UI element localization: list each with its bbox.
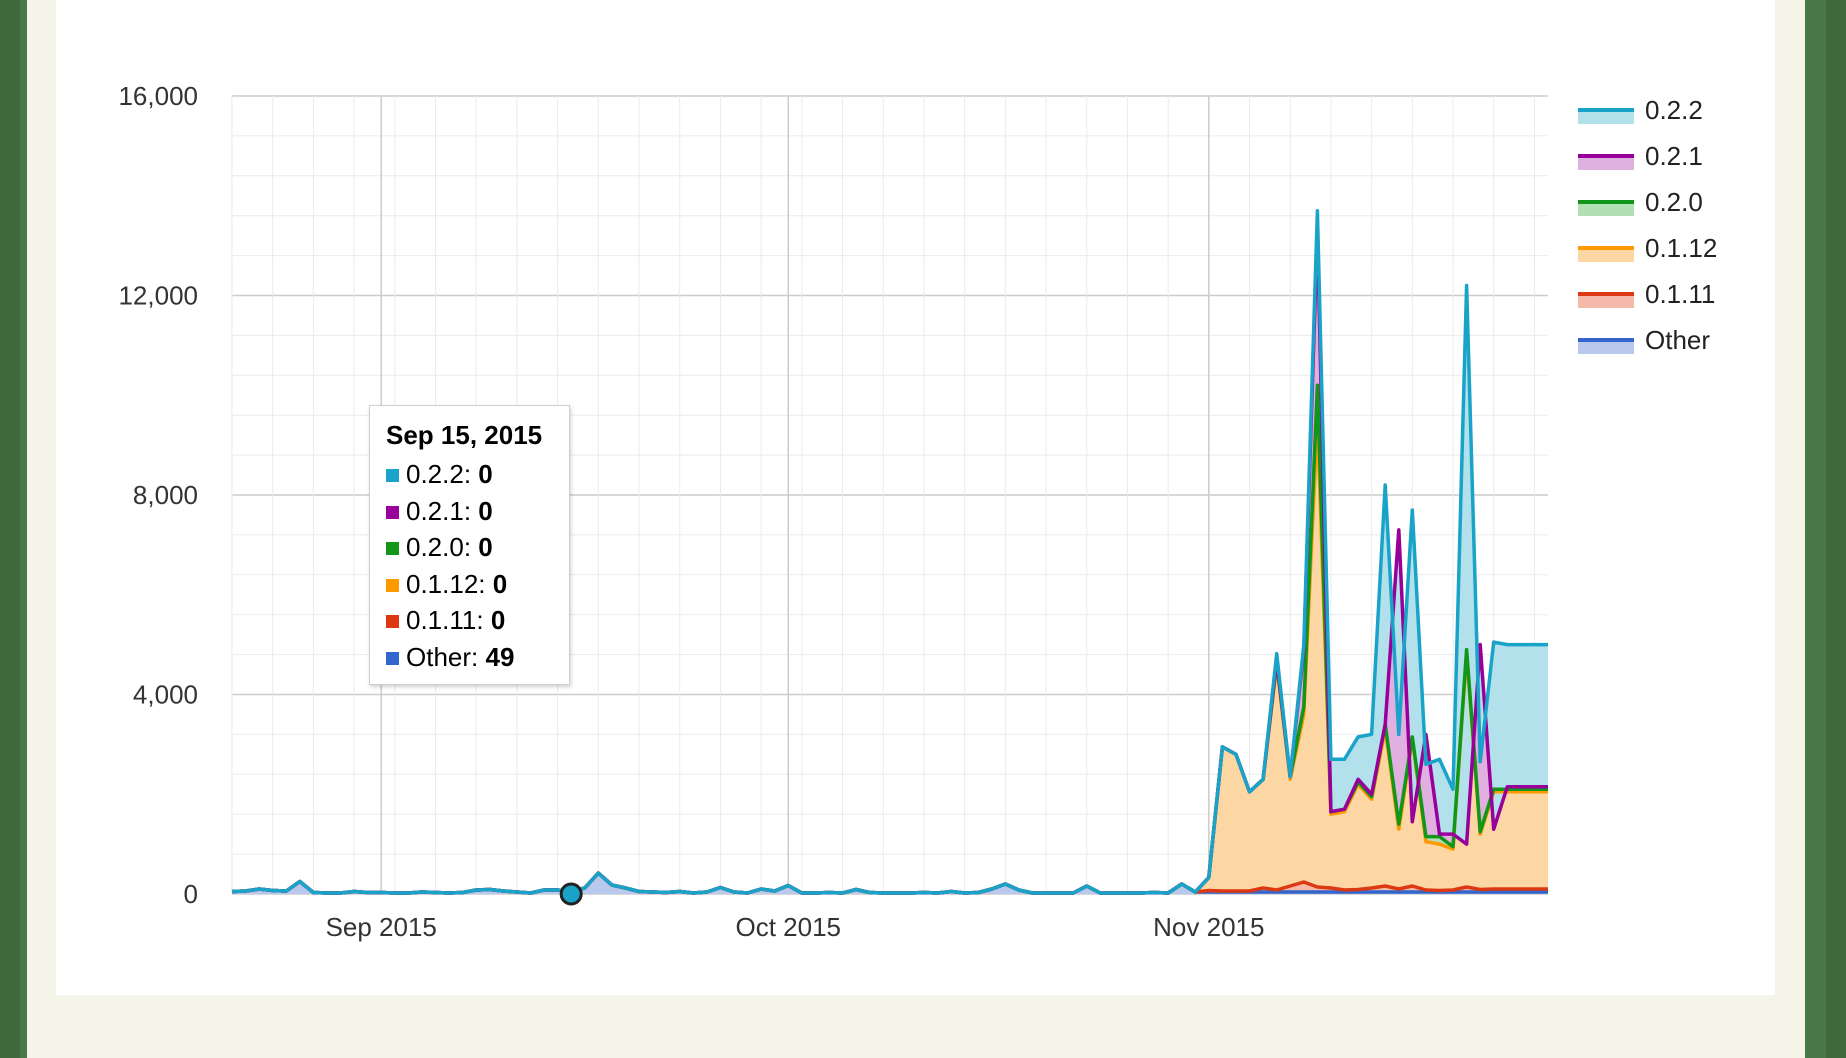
tooltip-series-name: 0.1.12: [406, 568, 493, 599]
area-0-1-12 [232, 420, 1548, 893]
frame-border-right [1826, 0, 1846, 1058]
tooltip-swatch [386, 578, 399, 592]
legend-label: 0.1.11 [1645, 279, 1715, 309]
y-tick-label: 0 [184, 879, 198, 909]
tooltip-series-name: 0.2.0: [406, 532, 479, 562]
frame-border-left [0, 0, 20, 1058]
legend-label: Other [1645, 325, 1710, 355]
focus-point[interactable] [559, 882, 583, 906]
tooltip-series-name: 0.2.2: [406, 459, 479, 489]
legend: 0.2.2 0.2.1 0.2.0 0.1.12 0.1.11 Other [1578, 95, 1717, 355]
tooltip-row: 0.1.12: 0 [386, 566, 555, 603]
tooltip-value: 0 [478, 495, 493, 526]
tooltip-row: 0.2.2: 0 [386, 456, 555, 493]
y-tick-label: 16,000 [118, 81, 198, 111]
legend-label: 0.2.1 [1645, 141, 1703, 171]
tooltip-swatch [386, 469, 399, 482]
focus-point-marker[interactable] [559, 882, 583, 906]
tooltip-value: 0 [492, 568, 508, 599]
tooltip-title: Sep 15, 2015 [386, 420, 543, 450]
tooltip-row: 0.2.0: 0 [386, 529, 555, 566]
tooltip-row: Other: 49 [386, 639, 555, 676]
tooltip-swatch [386, 615, 399, 628]
x-axis-ticks: Sep 2015 Oct 2015 Nov 2015 [326, 912, 1265, 942]
tooltip-value: 49 [485, 641, 515, 672]
tooltip-swatch [386, 651, 399, 665]
tooltip-row: 0.2.1: 0 [386, 493, 555, 530]
line-0-2-2 [231, 208, 1548, 895]
legend-label: 0.2.2 [1645, 95, 1703, 125]
tooltip-swatch [386, 505, 399, 519]
y-tick-label: 8,000 [133, 480, 198, 510]
y-tick-label: 12,000 [118, 281, 198, 311]
tooltip-series-name: 0.2.1: [406, 495, 479, 526]
tooltip-swatch [386, 542, 399, 555]
tooltip-value: 0 [490, 605, 506, 635]
tooltip-rows: 0.2.2: 0 0.2.1: 0 0.2.0: 0 0.1.12: 0 0.1.11:… [386, 456, 555, 675]
legend-label: 0.2.0 [1645, 187, 1703, 217]
x-tick-label: Sep 2015 [326, 912, 437, 942]
tooltip-row: 0.1.11: 0 [386, 602, 555, 639]
tooltip-value: 0 [478, 459, 493, 489]
x-tick-label: Nov 2015 [1153, 912, 1264, 942]
tooltip-value: 0 [478, 532, 493, 562]
y-tick-label: 4,000 [133, 680, 198, 710]
tooltip-series-name: Other: [406, 641, 486, 672]
x-tick-label: Oct 2015 [735, 912, 841, 942]
tooltip-series-name: 0.1.11: [406, 605, 491, 635]
y-axis-ticks: 0 4,000 8,000 12,000 16,000 [118, 81, 198, 909]
series-lines [231, 208, 1548, 895]
hover-tooltip: Sep 15, 2015 0.2.2: 0 0.2.1: 0 0.2.0: 0 0.1… [369, 405, 570, 685]
legend-label: 0.1.12 [1645, 233, 1717, 263]
